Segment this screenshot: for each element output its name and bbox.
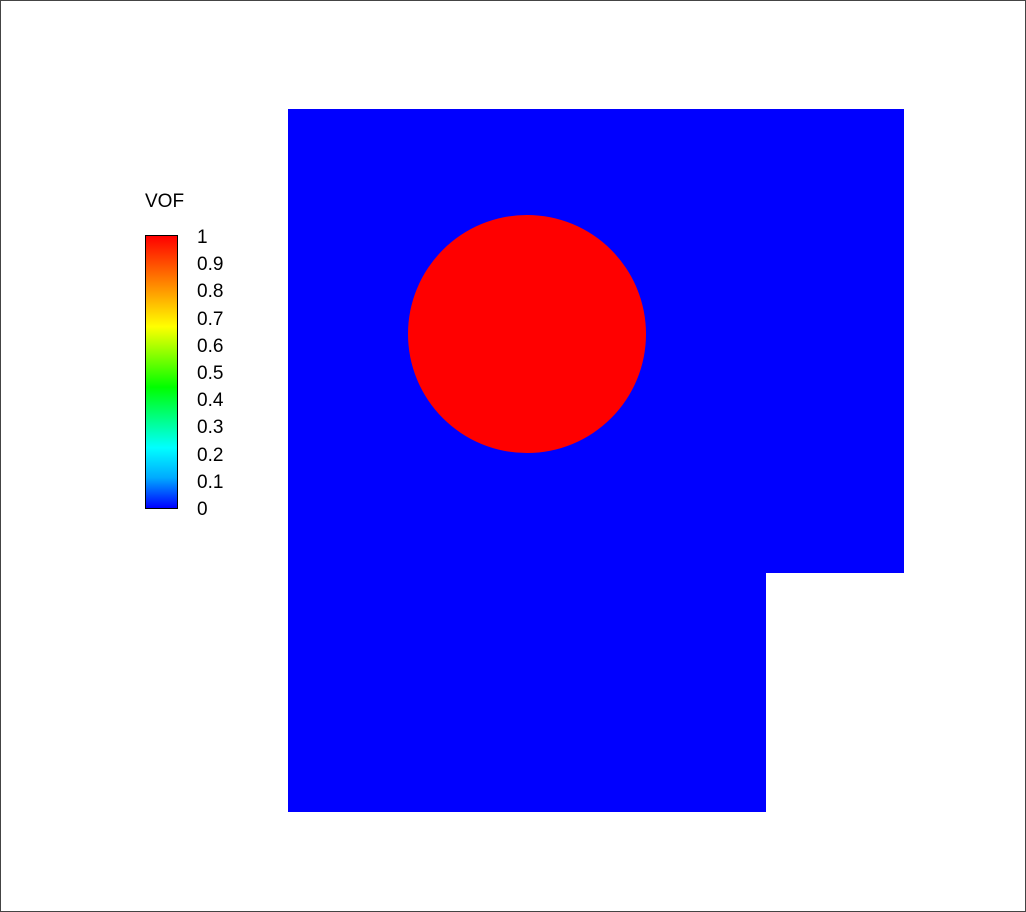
legend-title: VOF [145, 191, 185, 212]
colorbar-tick-label: 0.2 [197, 444, 224, 466]
colorbar-tick-label: 0.4 [197, 390, 224, 412]
colorbar [145, 235, 178, 509]
colorbar-tick-label: 0.9 [197, 254, 224, 276]
colorbar-tick-label: 0.3 [197, 417, 224, 439]
droplet [408, 215, 646, 453]
colorbar-tick-label: 0.5 [197, 363, 224, 384]
fluid-domain [288, 109, 904, 812]
colorbar-tick-label: 0 [197, 499, 208, 520]
colorbar-tick-label: 0.6 [197, 335, 224, 357]
colorbar-tick-label: 0.8 [197, 281, 224, 303]
colorbar-tick-label: 0.7 [197, 308, 224, 330]
colorbar-tick-label: 0.1 [197, 471, 224, 493]
colorbar-tick-labels: 1 0.9 0.8 0.7 0.6 0.5 0.4 0.3 0.2 0.1 0 [197, 228, 257, 519]
colorbar-tick-label: 1 [197, 227, 208, 248]
